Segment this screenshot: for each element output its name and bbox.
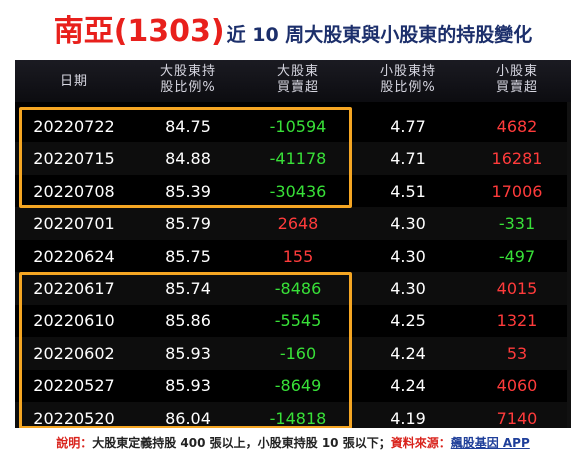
cell-large-net: 2648 [277, 214, 319, 234]
cell-date: 20220708 [33, 181, 115, 201]
page-subtitle: 近 10 周大股東與小股東的持股變化 [226, 24, 533, 46]
cell-large-net: -8649 [274, 376, 322, 396]
cell-date: 20220701 [33, 214, 115, 234]
cell-date: 20220527 [33, 376, 115, 396]
cell-large-pct: 85.79 [165, 214, 211, 234]
source-link[interactable]: 飆股基因 APP [450, 436, 530, 450]
cell-large-pct: 84.75 [165, 117, 211, 136]
table-row: 20220610 85.86 -5545 4.25 1321 [15, 304, 571, 337]
shareholding-table: 日期 大股東持 股比例% 大股東 買賣超 小股東持 股比例% 小股東 買賣超 2… [15, 60, 571, 428]
cell-large-pct: 85.75 [165, 246, 211, 266]
table-row: 20220624 85.75 155 4.30 -497 [15, 240, 571, 273]
cell-small-net: -497 [498, 246, 536, 266]
cell-large-pct: 85.39 [165, 181, 211, 201]
cell-large-pct: 84.88 [165, 149, 211, 169]
table-row: 20220527 85.93 -8649 4.24 4060 [15, 369, 571, 402]
table-row: 20220520 86.04 -14818 4.19 7140 [15, 401, 571, 428]
cell-small-net: 16281 [491, 149, 543, 169]
cell-small-pct: 4.30 [390, 279, 426, 298]
cell-date: 20220617 [33, 279, 115, 298]
highlight-box-recent [19, 107, 352, 208]
table-row: 20220722 84.75 -10594 4.77 4682 [15, 110, 571, 143]
col-header-large-net: 大股東 買賣超 [276, 64, 319, 95]
cell-large-pct: 86.04 [165, 408, 211, 428]
cell-small-net: 53 [506, 343, 528, 363]
table-row: 20220602 85.93 -160 4.24 53 [15, 336, 571, 370]
table-row: 20220617 85.74 -8486 4.30 4015 [15, 272, 571, 305]
table-row: 20220708 85.39 -30436 4.51 17006 [15, 175, 571, 208]
table-header: 日期 大股東持 股比例% 大股東 買賣超 小股東持 股比例% 小股東 買賣超 [15, 60, 571, 102]
stock-title: 南亞(1303) [53, 14, 225, 49]
cell-large-net: -160 [279, 343, 317, 363]
cell-small-pct: 4.30 [390, 214, 426, 234]
footer-note: 說明：大股東定義持股 400 張以上，小股東持股 10 張以下；資料來源：飆股基… [0, 434, 586, 456]
cell-large-net: -41178 [269, 149, 327, 169]
cell-date: 20220602 [33, 343, 115, 363]
highlight-box-earlier [19, 272, 352, 428]
col-header-small-pct: 小股東持 股比例% [379, 64, 436, 95]
note-text: 大股東定義持股 400 張以上，小股東持股 10 張以下； [92, 436, 391, 450]
cell-large-net: -14818 [269, 408, 327, 428]
cell-small-pct: 4.24 [390, 343, 426, 363]
cell-small-pct: 4.30 [390, 246, 426, 266]
cell-small-net: 4682 [496, 117, 538, 136]
cell-date: 20220722 [33, 117, 115, 136]
cell-small-net: 17006 [491, 181, 543, 201]
cell-small-pct: 4.71 [390, 149, 426, 169]
cell-small-pct: 4.25 [390, 311, 426, 331]
table-row: 20220715 84.88 -41178 4.71 16281 [15, 142, 571, 176]
cell-small-pct: 4.24 [390, 376, 426, 396]
scrollbar[interactable] [567, 102, 571, 428]
page-title: 南亞(1303) 近 10 周大股東與小股東的持股變化 [0, 6, 586, 52]
cell-small-net: 4060 [496, 376, 538, 396]
cell-small-net: 1321 [496, 311, 538, 331]
cell-small-net: 4015 [496, 279, 538, 298]
cell-date: 20220624 [33, 246, 115, 266]
cell-small-pct: 4.51 [390, 181, 426, 201]
cell-large-net: -8486 [274, 279, 322, 298]
cell-small-pct: 4.19 [390, 408, 426, 428]
cell-date: 20220520 [33, 408, 115, 428]
col-header-large-pct: 大股東持 股比例% [159, 64, 216, 95]
cell-large-pct: 85.74 [165, 279, 211, 298]
cell-small-pct: 4.77 [390, 117, 426, 136]
cell-small-net: 7140 [496, 408, 538, 428]
table-row: 20220701 85.79 2648 4.30 -331 [15, 207, 571, 241]
cell-date: 20220715 [33, 149, 115, 169]
cell-large-net: 155 [282, 246, 314, 266]
cell-large-pct: 85.93 [165, 376, 211, 396]
cell-large-net: -10594 [269, 117, 327, 136]
cell-date: 20220610 [33, 311, 115, 331]
col-header-small-net: 小股東 買賣超 [495, 64, 538, 95]
note-label: 說明： [56, 436, 93, 450]
col-header-date: 日期 [59, 74, 88, 89]
cell-large-pct: 85.86 [165, 311, 211, 331]
cell-large-pct: 85.93 [165, 343, 211, 363]
cell-small-net: -331 [498, 214, 536, 234]
source-label: 資料來源： [390, 436, 451, 450]
cell-large-net: -30436 [269, 181, 327, 201]
cell-large-net: -5545 [274, 311, 322, 331]
